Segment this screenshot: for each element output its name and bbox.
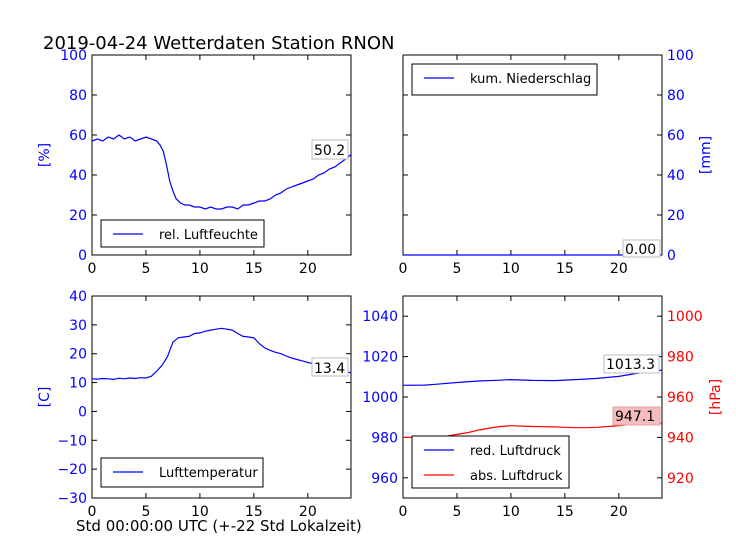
- y-tick-label: 40: [69, 289, 87, 305]
- x-tick-label: 20: [299, 504, 317, 520]
- x-tick-label: 10: [191, 504, 209, 520]
- y-axis-label: [mm]: [698, 136, 714, 174]
- y-tick-label: 20: [667, 208, 685, 224]
- pressure-panel: 0 5 10 15 20 960 980 1000 1020 1040 920 940 960 980 10…: [362, 295, 724, 520]
- x-tick-label: 20: [610, 504, 628, 520]
- y-tick-label-right: 920: [667, 471, 694, 487]
- x-tick-label: 5: [141, 261, 150, 277]
- x-tick-label: 0: [88, 261, 97, 277]
- y-tick-label-left: 1040: [362, 309, 398, 325]
- y-tick-label: 0: [78, 248, 87, 264]
- x-tick-label: 10: [191, 261, 209, 277]
- x-tick-label: 5: [452, 504, 461, 520]
- x-tick-label: 20: [610, 261, 628, 277]
- y-tick-label: 30: [69, 318, 87, 334]
- y-tick-label: 100: [667, 48, 694, 64]
- y-tick-label: 100: [60, 48, 87, 64]
- y-tick-label-right: 1000: [667, 309, 703, 325]
- y-tick-label: 10: [69, 376, 87, 392]
- figure-title: 2019-04-24 Wetterdaten Station RNON: [43, 33, 394, 54]
- y-tick-label: 0: [667, 248, 676, 264]
- x-tick-label: 20: [299, 261, 317, 277]
- x-tick-label: 5: [452, 261, 461, 277]
- last-value-box: [622, 239, 661, 258]
- x-tick-label: 15: [556, 261, 574, 277]
- y-tick-label: 80: [69, 88, 87, 104]
- legend-label: kum. Niederschlag: [470, 72, 591, 87]
- legend-label: red. Luftdruck: [470, 444, 561, 459]
- temperature-panel: 0 5 10 15 20 −30 −20 −10 0 10 20 30 40 [C] 13.4 Lufttem…: [37, 289, 352, 520]
- x-tick-label: 5: [141, 504, 150, 520]
- y-tick-label: −20: [57, 462, 87, 478]
- y-tick-label: 0: [78, 404, 87, 420]
- x-tick-label: 15: [245, 261, 263, 277]
- last-value-box: [612, 406, 661, 426]
- y-tick-label: −30: [57, 491, 87, 507]
- y-tick-label: 40: [69, 168, 87, 184]
- y-axis-label-right: [hPa]: [708, 379, 724, 415]
- y-tick-label: 20: [69, 347, 87, 363]
- y-tick-label: 60: [667, 128, 685, 144]
- humidity-panel: 0 5 10 15 20 0 20 40 60 80 100 [%] 50.2 rel. Luftfeuc…: [37, 48, 352, 277]
- y-tick-label: 60: [69, 128, 87, 144]
- y-tick-label-left: 980: [371, 430, 398, 446]
- y-tick-label-left: 960: [371, 471, 398, 487]
- y-tick-label-right: 980: [667, 350, 694, 366]
- last-value-label: 50.2: [314, 143, 345, 159]
- legend-label: rel. Luftfeuchte: [159, 228, 258, 243]
- series-line: [91, 327, 352, 381]
- last-value-box: [311, 139, 349, 160]
- x-tick-label: 0: [399, 261, 408, 277]
- series-line: [402, 422, 663, 438]
- legend-label: Lufttemperatur: [159, 466, 258, 481]
- y-axis-label: [%]: [37, 143, 53, 167]
- series-line: [402, 369, 663, 386]
- y-axis-label: [C]: [37, 387, 53, 408]
- y-tick-label: 20: [69, 208, 87, 224]
- legend-box: [411, 435, 570, 489]
- figure-xlabel: Std 00:00:00 UTC (+-22 Std Lokalzeit): [76, 517, 362, 535]
- x-tick-label: 15: [245, 504, 263, 520]
- last-value-label: 1013.3: [606, 357, 655, 373]
- x-tick-label: 0: [88, 504, 97, 520]
- y-tick-label-left: 1000: [362, 390, 398, 406]
- last-value-box: [603, 354, 660, 374]
- y-tick-label: 40: [667, 168, 685, 184]
- legend-label: abs. Luftdruck: [470, 469, 563, 484]
- x-tick-label: 0: [399, 504, 408, 520]
- y-tick-label: 80: [667, 88, 685, 104]
- series-line: [91, 134, 352, 210]
- y-tick-label-right: 940: [667, 430, 694, 446]
- y-tick-label-left: 1020: [362, 350, 398, 366]
- legend-box: [411, 63, 598, 96]
- y-tick-label: −10: [57, 433, 87, 449]
- precipitation-panel: 0 5 10 15 20 0 20 40 60 80 100 [mm] 0.00 kum. Nieders…: [399, 48, 714, 277]
- last-value-box: [311, 357, 349, 377]
- x-tick-label: 10: [502, 261, 520, 277]
- x-tick-label: 10: [502, 504, 520, 520]
- last-value-label: 0.00: [625, 242, 656, 258]
- last-value-label: 947.1: [615, 409, 655, 425]
- last-value-label: 13.4: [314, 361, 345, 377]
- y-tick-label-right: 960: [667, 390, 694, 406]
- x-tick-label: 15: [556, 504, 574, 520]
